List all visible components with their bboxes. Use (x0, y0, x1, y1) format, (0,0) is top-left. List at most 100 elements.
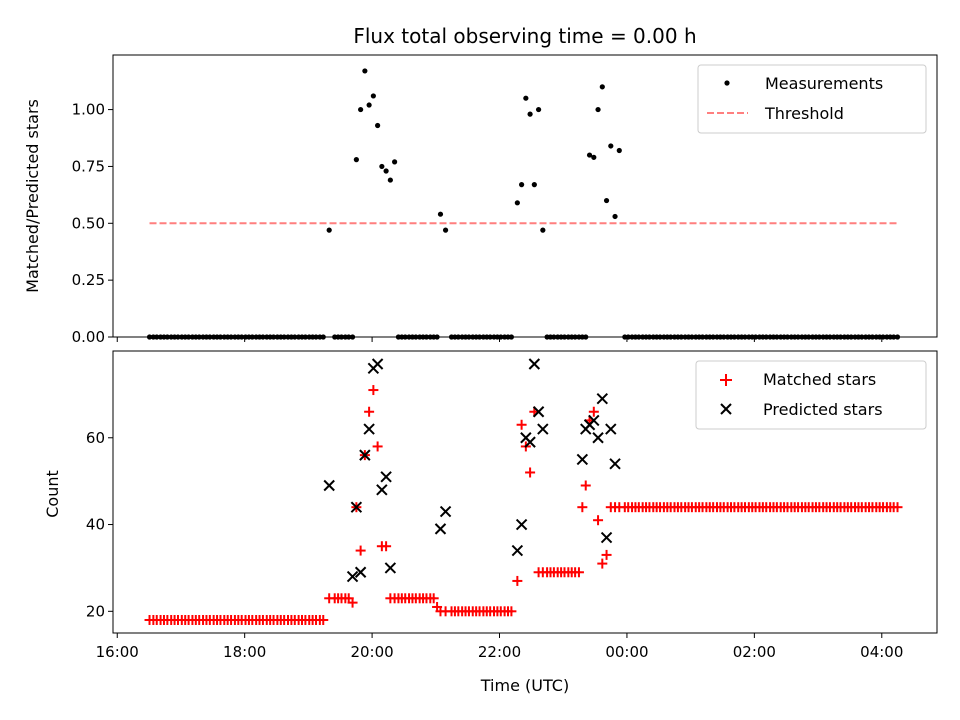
matched-point (892, 502, 903, 513)
matched-point (593, 515, 604, 526)
matched-point (525, 467, 536, 478)
count-y-axis-label: Count (43, 470, 62, 518)
matched-point (577, 502, 588, 513)
matched-legend-marker (720, 374, 732, 386)
count-axes: 20 40 60 16:00 18:00 20:00 22:00 00:00 02:00 04:0… (86, 350, 938, 661)
predicted-point (605, 423, 617, 435)
predicted-point (588, 414, 600, 427)
ratio-panel: Flux total observing time = 0.00 h 0.00 0… (23, 24, 938, 346)
predicted-point (532, 406, 545, 418)
measurement-point (586, 152, 593, 158)
measurement-point (599, 84, 605, 90)
matched-point (372, 441, 383, 452)
measurement-point (379, 163, 385, 170)
matched-point (428, 593, 439, 604)
count-y-tick-label: 20 (86, 602, 105, 620)
predicted-point (323, 479, 335, 492)
measurement-point (387, 177, 393, 183)
measurement-point (608, 143, 614, 149)
predicted-point (363, 423, 375, 435)
predicted-point (609, 458, 621, 470)
ratio-legend-box (697, 64, 927, 134)
ratio-y-axis-label: Matched/Predicted stars (23, 99, 42, 293)
measurement-point (591, 154, 597, 160)
ratio-axes: 0.00 0.25 0.50 0.75 1.00 (72, 54, 938, 346)
predicted-legend-label: Predicted stars (763, 400, 883, 419)
x-tick-label: 00:00 (605, 643, 648, 661)
predicted-point (350, 501, 363, 513)
predicted-point (600, 531, 613, 544)
matched-point (573, 567, 584, 578)
matched-point (364, 406, 375, 417)
ratio-y-tick-label: 0.75 (72, 157, 105, 175)
predicted-point (354, 566, 367, 578)
threshold-legend-label: Threshold (764, 104, 844, 123)
matched-point (368, 385, 379, 396)
measurement-point (383, 168, 389, 174)
matched-point (597, 558, 608, 569)
matched-point (355, 545, 366, 556)
count-panel: 20 40 60 16:00 18:00 20:00 22:00 00:00 02:00 04:0… (43, 350, 938, 695)
predicted-point (511, 544, 524, 557)
matched-point (512, 575, 523, 586)
predicted-point (376, 484, 388, 496)
matched-point (516, 419, 527, 430)
ratio-legend: Measurements Threshold (697, 64, 927, 134)
measurement-point (353, 157, 359, 163)
predicted-legend-marker (720, 403, 732, 415)
measurement-point (540, 227, 546, 233)
measurement-point (392, 159, 398, 165)
measurement-point (535, 106, 542, 113)
x-tick-label: 02:00 (733, 643, 776, 661)
predicted-point (596, 393, 609, 405)
measurement-point (514, 200, 520, 206)
ratio-y-tick-label: 0.00 (72, 328, 105, 346)
predicted-point (537, 423, 549, 435)
predicted-point (346, 570, 359, 583)
matched-point (381, 541, 392, 552)
count-y-tick-label: 60 (86, 429, 105, 447)
measurement-point (523, 95, 529, 101)
measurement-point (358, 106, 364, 113)
matched-point (318, 614, 329, 625)
predicted-point (515, 518, 528, 531)
measurement-point (616, 147, 622, 154)
predicted-point (371, 358, 384, 370)
x-tick-label: 22:00 (478, 643, 521, 661)
count-marks (144, 358, 903, 625)
matched-point (601, 549, 612, 560)
count-plot-frame (112, 350, 938, 634)
count-legend-box (695, 360, 927, 430)
x-tick-label: 18:00 (223, 643, 266, 661)
measurements-legend-label: Measurements (765, 74, 883, 93)
matched-point (506, 606, 517, 617)
matched-point (588, 406, 599, 417)
measurement-point (531, 182, 537, 188)
measurement-point (437, 211, 444, 217)
measurement-point (527, 111, 533, 117)
predicted-point (524, 436, 536, 448)
count-series-1 (323, 358, 621, 583)
ratio-y-tick-label: 0.25 (72, 271, 105, 289)
x-tick-label: 16:00 (96, 643, 139, 661)
measurement-point (442, 227, 449, 233)
measurement-point (375, 122, 381, 129)
ratio-plot-frame (112, 54, 938, 338)
predicted-point (359, 449, 371, 461)
measurement-point (519, 182, 525, 188)
predicted-point (592, 432, 604, 444)
x-tick-label: 04:00 (860, 643, 903, 661)
count-y-tick-label: 40 (86, 516, 105, 534)
measurement-point (362, 68, 368, 74)
measurement-point (370, 93, 376, 99)
x-axis-label: Time (UTC) (480, 676, 569, 695)
chart-title: Flux total observing time = 0.00 h (353, 24, 696, 48)
predicted-point (528, 358, 541, 370)
predicted-point (380, 471, 392, 483)
measurement-point (612, 213, 618, 220)
measurement-point (603, 197, 610, 204)
predicted-point (384, 562, 397, 574)
predicted-point (439, 505, 452, 518)
predicted-point (434, 523, 447, 535)
